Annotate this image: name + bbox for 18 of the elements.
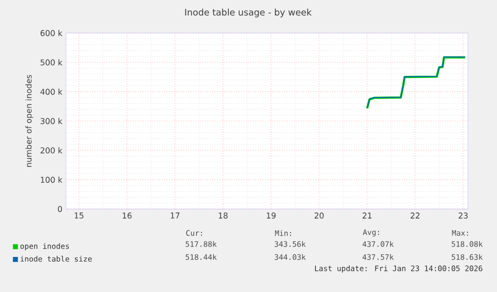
x-tick-label: 20 <box>314 212 324 219</box>
chart-title: Inode table usage - by week <box>185 8 312 18</box>
x-tick-label: 17 <box>170 212 180 218</box>
y-tick-label: 200 k <box>40 147 62 154</box>
y-tick-label: 100 k <box>40 176 62 183</box>
x-tick-label: 16 <box>122 212 132 219</box>
x-tick-label: 21 <box>362 212 372 218</box>
x-tick-label: 22 <box>410 212 420 218</box>
y-tick-label: 400 k <box>40 88 62 95</box>
x-tick-label: 18 <box>218 212 228 219</box>
x-tick-label: 15 <box>74 212 84 218</box>
x-tick-label: 19 <box>266 212 276 219</box>
y-tick-label: 0 <box>58 206 62 212</box>
y-axis-title: number of open inodes <box>25 74 34 167</box>
y-tick-label: 600 k <box>40 30 62 36</box>
x-tick-label: 23 <box>458 212 468 219</box>
y-tick-label: 300 k <box>40 118 62 124</box>
y-tick-label: 500 k <box>40 59 62 66</box>
